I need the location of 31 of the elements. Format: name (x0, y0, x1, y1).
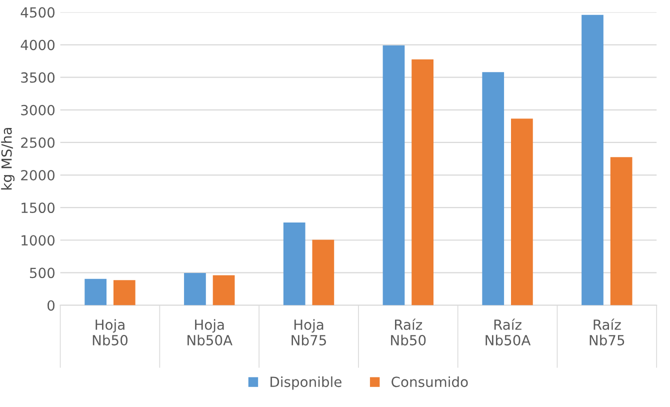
x-tick-label: Hoja Nb50A (188, 319, 232, 346)
bar (84, 278, 107, 306)
x-tick-label: Raíz Nb50A (486, 318, 531, 346)
bar (610, 157, 632, 306)
bar (113, 280, 136, 306)
bar (582, 14, 604, 306)
y-tick-label: 4500 (20, 7, 55, 18)
x-tick-label: Raíz Nb75 (590, 318, 624, 346)
y-tick-label: 3500 (21, 72, 55, 83)
y-tick-label: 2000 (21, 170, 55, 180)
y-axis-title: kg MS/ha (1, 128, 15, 190)
x-tick-label: Raíz Nb50 (391, 318, 426, 346)
y-tick-label: 0 (48, 300, 55, 311)
y-tick-label: 1000 (22, 235, 55, 246)
x-tick-label: Hoja Nb50 (92, 319, 128, 346)
bar (511, 118, 533, 306)
bar (184, 273, 206, 306)
bar (212, 275, 235, 306)
y-tick-label: 3000 (21, 104, 55, 116)
legend-label: Disponible (270, 376, 342, 390)
y-tick-label: 1500 (22, 202, 55, 214)
y-tick-label: 2500 (21, 137, 55, 148)
bar (283, 222, 306, 306)
bar (382, 45, 405, 306)
x-tick-label: Hoja Nb75 (292, 319, 326, 346)
y-tick-label: 4000 (20, 40, 55, 50)
bar (482, 72, 504, 306)
y-tick-label: 500 (30, 268, 55, 278)
legend-label: Consumido (392, 376, 468, 388)
bar (312, 240, 334, 306)
bar (412, 59, 434, 306)
